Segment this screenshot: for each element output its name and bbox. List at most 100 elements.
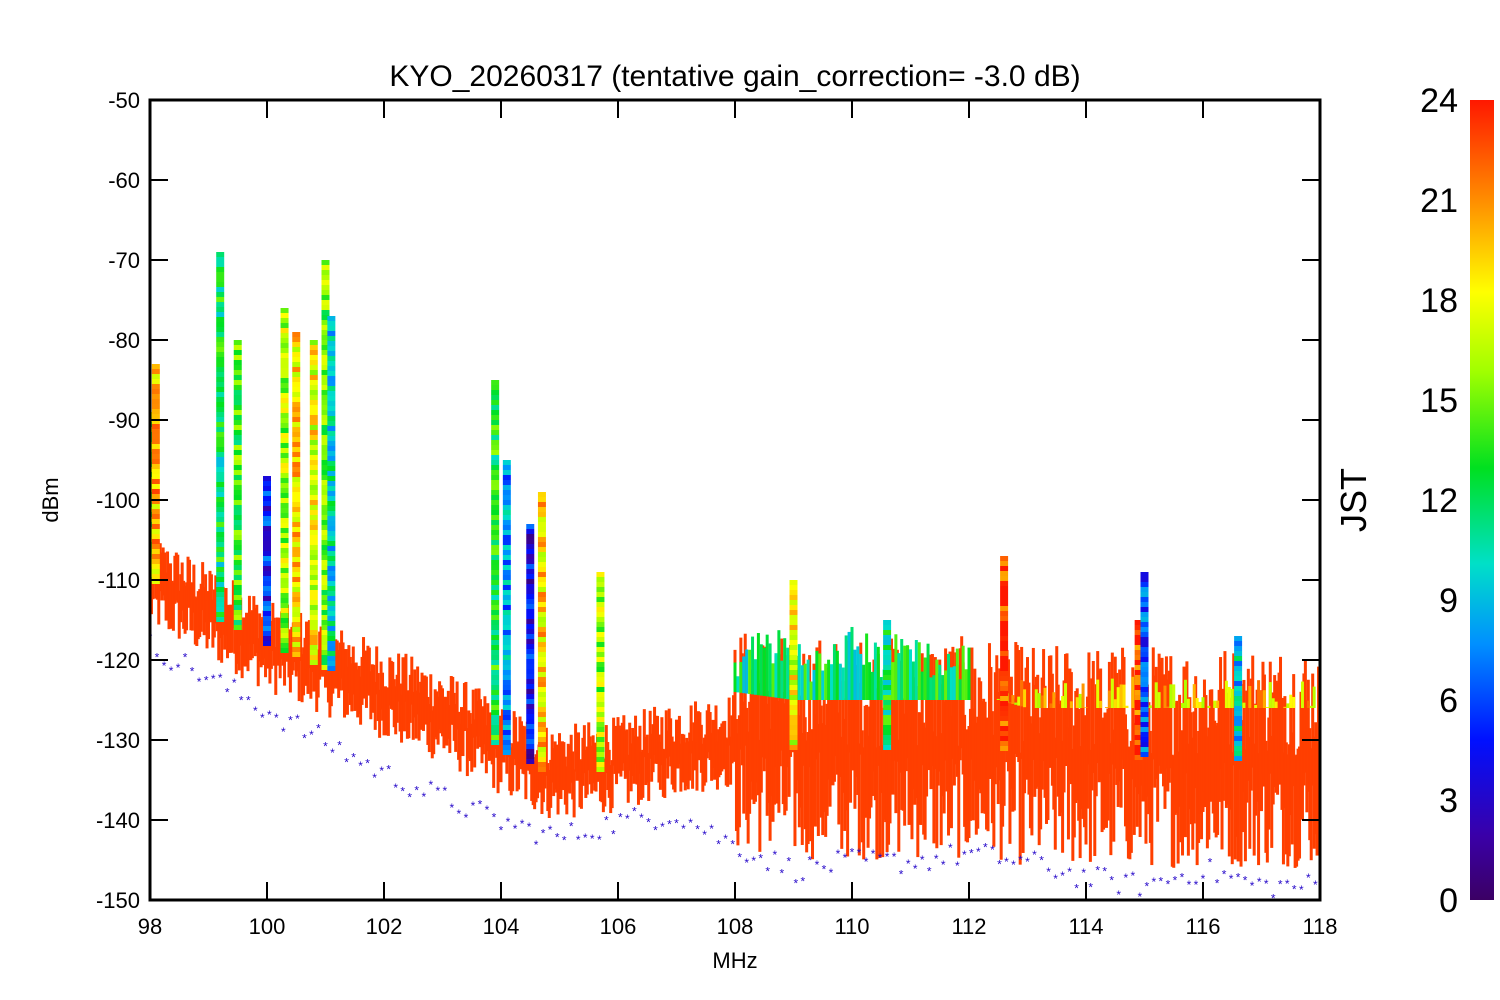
peak-mark xyxy=(233,555,242,560)
peak-mark xyxy=(327,376,336,381)
peak-mark xyxy=(537,577,546,582)
floor-mark xyxy=(400,694,404,743)
peak-mark xyxy=(233,535,242,540)
peak-mark xyxy=(537,617,546,622)
peak-mark xyxy=(1234,646,1243,651)
peak-mark xyxy=(321,585,330,590)
peak-mark xyxy=(321,345,330,350)
band-mark xyxy=(894,634,898,700)
peak-mark xyxy=(596,637,605,642)
peak-mark xyxy=(321,385,330,390)
peak-mark xyxy=(537,692,546,697)
peak-mark xyxy=(292,597,301,602)
peak-mark xyxy=(537,707,546,712)
band-mark xyxy=(1283,706,1287,708)
peak-mark xyxy=(327,641,336,646)
peak-mark xyxy=(537,627,546,632)
band-mark xyxy=(1113,699,1117,708)
peak-mark xyxy=(292,512,301,517)
peak-mark xyxy=(321,350,330,355)
band-mark xyxy=(1034,689,1038,708)
peak-mark xyxy=(233,360,242,365)
peak-mark xyxy=(292,577,301,582)
peak-mark xyxy=(233,600,242,605)
peak-mark xyxy=(292,467,301,472)
peak-mark xyxy=(280,563,289,568)
peak-mark xyxy=(526,589,535,594)
peak-mark xyxy=(216,447,225,452)
band-mark xyxy=(876,646,880,700)
peak-mark xyxy=(280,438,289,443)
peak-mark xyxy=(537,667,546,672)
peak-mark xyxy=(596,727,605,732)
band-mark xyxy=(856,646,860,700)
peak-mark xyxy=(216,427,225,432)
peak-mark xyxy=(883,715,892,720)
peak-mark xyxy=(292,582,301,587)
scatter-point: * xyxy=(948,841,953,855)
peak-mark xyxy=(883,620,892,625)
scatter-point: * xyxy=(794,876,799,890)
peak-mark xyxy=(491,535,500,540)
band-mark xyxy=(1008,702,1012,704)
peak-mark xyxy=(292,402,301,407)
peak-mark xyxy=(537,657,546,662)
band-mark xyxy=(1265,706,1269,708)
peak-mark xyxy=(233,575,242,580)
peak-mark xyxy=(216,527,225,532)
peak-mark xyxy=(263,596,271,601)
floor-mark xyxy=(1030,723,1034,836)
band-mark xyxy=(909,649,912,700)
peak-mark xyxy=(1134,755,1143,760)
peak-mark xyxy=(263,491,271,496)
peak-mark xyxy=(1140,737,1149,742)
peak-mark xyxy=(596,692,605,697)
peak-mark xyxy=(502,620,511,625)
floor-mark xyxy=(1006,659,1010,772)
peak-mark xyxy=(292,447,301,452)
peak-mark xyxy=(491,410,500,415)
peak-mark xyxy=(292,527,301,532)
peak-mark xyxy=(216,402,225,407)
peak-mark xyxy=(502,665,511,670)
peak-mark xyxy=(502,640,511,645)
peak-mark xyxy=(309,600,318,605)
peak-mark xyxy=(321,425,330,430)
peak-mark xyxy=(263,476,271,481)
peak-mark xyxy=(526,609,535,614)
peak-mark xyxy=(321,515,330,520)
peak-mark xyxy=(1234,641,1243,646)
floor-mark xyxy=(1107,661,1111,774)
peak-mark xyxy=(502,690,511,695)
peak-mark xyxy=(321,525,330,530)
floor-mark xyxy=(879,680,883,793)
peak-mark xyxy=(321,550,330,555)
peak-mark xyxy=(216,552,225,557)
peak-mark xyxy=(216,452,225,457)
peak-mark xyxy=(216,517,225,522)
scatter-point: * xyxy=(744,856,749,870)
peak-mark xyxy=(233,495,242,500)
peak-mark xyxy=(263,606,271,611)
peak-mark xyxy=(292,337,301,342)
floor-mark xyxy=(1236,749,1240,862)
peak-mark xyxy=(216,612,225,617)
peak-mark xyxy=(1140,662,1149,667)
peak-mark xyxy=(321,595,330,600)
scatter-point: * xyxy=(414,783,419,797)
band-mark xyxy=(926,643,930,700)
peak-mark xyxy=(526,719,535,724)
y-tick-label: -140 xyxy=(96,808,140,833)
band-mark xyxy=(914,640,918,700)
peak-mark xyxy=(789,705,798,710)
scatter-point: * xyxy=(541,826,546,840)
band-mark xyxy=(774,653,778,698)
peak-mark xyxy=(502,725,511,730)
band-mark xyxy=(870,671,874,700)
peak-mark xyxy=(151,524,160,529)
peak-mark xyxy=(216,267,225,272)
peak-mark xyxy=(327,506,336,511)
peak-mark xyxy=(537,622,546,627)
band-mark xyxy=(929,677,933,700)
peak-mark xyxy=(280,468,289,473)
